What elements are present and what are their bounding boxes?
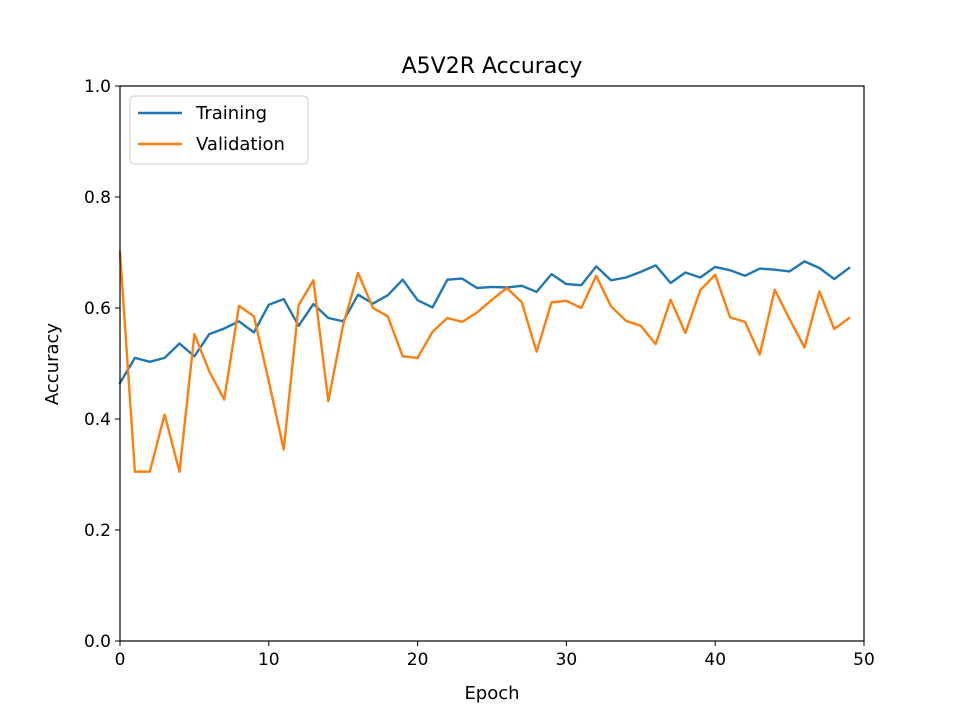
series-line-validation	[118, 251, 851, 473]
y-tick-label: 0.8	[84, 188, 111, 208]
y-tick-label: 0.2	[84, 521, 111, 541]
x-tick-label: 0	[115, 650, 126, 670]
x-tick-label: 30	[556, 650, 578, 670]
y-tick-label: 0.6	[84, 299, 111, 319]
y-tick-label: 1.0	[84, 77, 111, 97]
x-axis-label: Epoch	[464, 683, 519, 704]
series-line-training	[118, 260, 851, 385]
legend: Training Validation	[129, 95, 309, 165]
y-tick-label: 0.0	[84, 632, 111, 652]
y-axis-label: Accuracy	[42, 323, 63, 406]
chart-title: A5V2R Accuracy	[402, 54, 583, 79]
x-tick-label: 10	[258, 650, 280, 670]
x-tick-label: 20	[407, 650, 429, 670]
plot-frame	[119, 85, 865, 642]
x-tick-label: 50	[853, 650, 875, 670]
x-tick-label: 40	[704, 650, 726, 670]
y-tick-label: 0.4	[84, 410, 111, 430]
legend-label-training: Training	[195, 103, 267, 124]
legend-label-validation: Validation	[196, 134, 285, 155]
plot-area: 0 10 20 30 40 50 0.0 0.2 0.4 0.6 0.8 1.0	[84, 77, 875, 670]
